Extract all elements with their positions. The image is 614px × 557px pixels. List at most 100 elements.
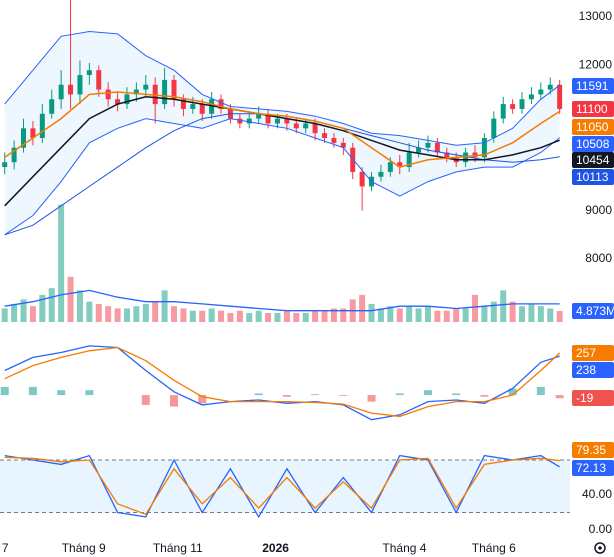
volume-bar bbox=[11, 303, 18, 322]
settings-icon[interactable] bbox=[594, 542, 606, 554]
volume-bar bbox=[67, 276, 74, 322]
macd-histogram bbox=[480, 395, 489, 397]
y-tick-label: 8000 bbox=[585, 251, 612, 265]
candle-body bbox=[49, 99, 55, 114]
volume-bar bbox=[359, 294, 366, 322]
y-tick-label: 13000 bbox=[579, 9, 613, 23]
candle-body bbox=[416, 147, 422, 153]
candle-body bbox=[115, 99, 121, 105]
macd-histogram bbox=[311, 394, 320, 396]
price-badge bbox=[572, 390, 614, 406]
candle-body bbox=[528, 94, 534, 100]
volume-bar bbox=[199, 310, 206, 322]
volume-bar bbox=[265, 312, 272, 322]
volume-bar bbox=[255, 310, 262, 322]
candle-body bbox=[331, 138, 337, 143]
candle-body bbox=[218, 99, 224, 109]
gear-center[interactable] bbox=[598, 546, 602, 550]
candle-body bbox=[2, 162, 8, 168]
price-badge bbox=[572, 442, 614, 458]
band-fill bbox=[4, 31, 560, 235]
volume-bar bbox=[29, 306, 36, 322]
volume-bar bbox=[519, 306, 526, 322]
candle-body bbox=[133, 89, 139, 95]
candle-body bbox=[444, 152, 450, 158]
volume-bar bbox=[20, 299, 27, 322]
price-badge-label: 10454 bbox=[576, 153, 610, 167]
macd-histogram bbox=[170, 395, 179, 407]
price-badge-label: 11100 bbox=[576, 102, 608, 116]
macd-histogram bbox=[85, 390, 94, 396]
volume-bar bbox=[528, 303, 535, 322]
candle-body bbox=[96, 70, 102, 90]
candle-body bbox=[237, 118, 243, 124]
x-tick-label: Tháng 6 bbox=[472, 541, 516, 555]
candle-body bbox=[434, 142, 440, 153]
price-badge bbox=[572, 345, 614, 361]
candle-body bbox=[284, 118, 290, 124]
candle-body bbox=[340, 142, 346, 148]
volume-bar bbox=[236, 310, 243, 322]
indicator-line bbox=[4, 30, 560, 146]
stoch-d bbox=[4, 456, 560, 516]
candle-body bbox=[30, 128, 36, 138]
price-badge-label: 79.35 bbox=[576, 443, 606, 457]
macd-histogram bbox=[254, 393, 263, 396]
volume-bar bbox=[114, 308, 121, 322]
candle-body bbox=[39, 113, 45, 138]
volume-bar bbox=[424, 306, 431, 322]
volume-bar bbox=[218, 310, 225, 322]
volume-bar bbox=[246, 312, 253, 322]
candle-body bbox=[209, 99, 215, 114]
price-badge bbox=[572, 460, 614, 476]
price-badge bbox=[572, 303, 614, 319]
candle-body bbox=[190, 104, 196, 109]
volume-bar bbox=[490, 301, 497, 322]
volume-bar bbox=[415, 308, 422, 322]
signal-line bbox=[4, 346, 561, 418]
candle-body bbox=[21, 128, 27, 148]
volume-bar bbox=[123, 308, 130, 322]
candle-body bbox=[303, 123, 309, 129]
x-tick-label: 2026 bbox=[262, 541, 289, 555]
candle-body bbox=[387, 162, 393, 172]
candle-body bbox=[359, 171, 365, 187]
volume-ma bbox=[4, 289, 560, 312]
candle-body bbox=[199, 104, 205, 114]
volume-bar bbox=[283, 310, 290, 322]
macd-histogram bbox=[198, 395, 207, 404]
volume-bar bbox=[443, 310, 450, 322]
macd-histogram bbox=[555, 395, 564, 399]
volume-bar bbox=[537, 306, 544, 322]
macd-histogram bbox=[367, 395, 376, 402]
macd-histogram bbox=[536, 386, 545, 396]
volume-bar bbox=[472, 294, 478, 322]
volume-bar bbox=[462, 308, 469, 322]
volume-bar bbox=[133, 306, 140, 322]
y-tick-label: 9000 bbox=[585, 203, 612, 217]
volume-bar bbox=[105, 306, 112, 322]
volume-bar bbox=[227, 312, 234, 322]
volume-bar bbox=[39, 294, 46, 322]
macd-histogram bbox=[0, 386, 9, 396]
candle-body bbox=[105, 89, 111, 100]
volume-bar bbox=[189, 310, 196, 322]
price-badge-label: 11591 bbox=[576, 79, 609, 93]
candle-body bbox=[547, 84, 553, 90]
candle-body bbox=[152, 84, 158, 105]
volume-bar bbox=[481, 306, 488, 322]
volume-bar bbox=[453, 308, 460, 322]
price-badge-label: 72.13 bbox=[576, 461, 606, 475]
x-tick-label: Tháng 11 bbox=[153, 541, 203, 555]
candle-body bbox=[312, 123, 318, 134]
candle-body bbox=[378, 171, 384, 177]
macd-histogram bbox=[282, 395, 291, 397]
macd-histogram bbox=[452, 393, 461, 396]
macd-histogram bbox=[423, 390, 432, 396]
x-tick-label: Tháng 4 bbox=[382, 541, 426, 555]
candle-body bbox=[180, 99, 186, 109]
macd-histogram bbox=[57, 390, 66, 396]
volume-bar bbox=[58, 204, 65, 322]
volume-bar bbox=[368, 303, 375, 322]
gear[interactable] bbox=[594, 542, 606, 554]
